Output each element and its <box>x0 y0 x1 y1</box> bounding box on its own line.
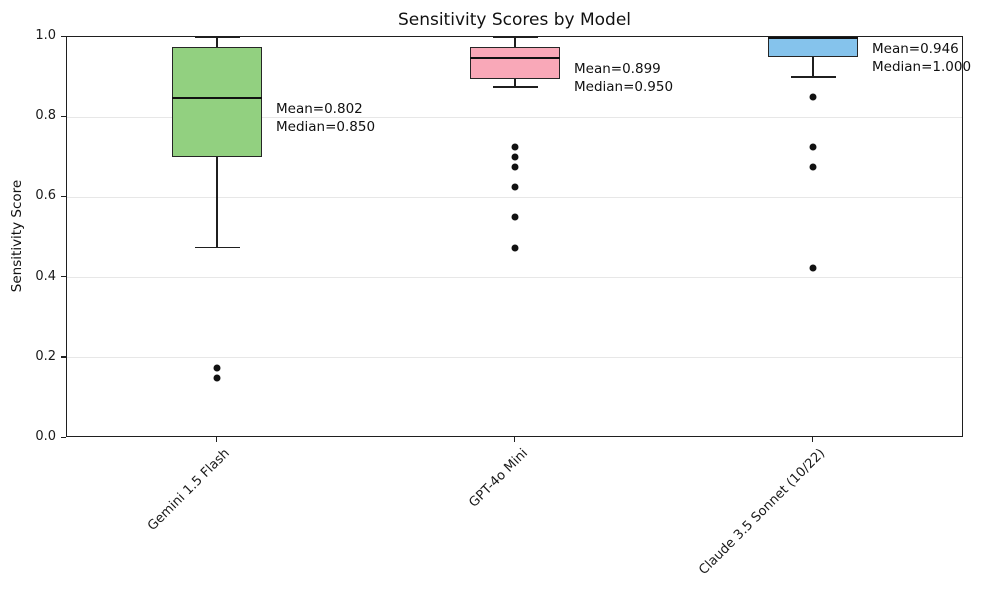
outlier-point <box>511 183 519 191</box>
y-tick-label: 1.0 <box>35 28 56 43</box>
y-tick-label: 0.4 <box>35 268 56 284</box>
gridline <box>67 116 962 118</box>
x-tick-label: GPT-4o Mini <box>465 446 531 511</box>
lower-whisker <box>514 79 516 88</box>
median-line <box>172 96 262 99</box>
y-tick-label: 0.2 <box>35 348 56 364</box>
annotation-line: Mean=0.899 <box>574 61 661 78</box>
y-tick-mark <box>61 276 66 278</box>
annotation-line: Median=1.000 <box>872 59 972 75</box>
gridline <box>67 357 962 359</box>
outlier-point <box>809 93 817 101</box>
y-tick-label: 0.8 <box>35 108 56 124</box>
y-tick-mark <box>61 356 66 358</box>
x-tick-label: Gemini 1.5 Flash <box>144 446 233 534</box>
iqr-box <box>172 47 262 158</box>
y-tick-mark <box>61 115 66 117</box>
annotation-line: Mean=0.946 <box>872 41 959 57</box>
outlier-point <box>511 153 519 161</box>
x-tick-label: Claude 3.5 Sonnet (10/22) <box>696 446 829 578</box>
iqr-box <box>768 37 858 58</box>
outlier-point <box>511 163 519 171</box>
upper-whisker-cap <box>194 36 240 38</box>
mean-median-annotation: Mean=0.946 Median=1.000 <box>872 40 971 76</box>
plot-area: Mean=0.802 Median=0.850 Mean=0.899 Median=0… <box>66 36 971 437</box>
lower-whisker-cap <box>194 246 240 249</box>
iqr-box <box>470 47 560 80</box>
y-tick-mark <box>61 195 66 198</box>
y-tick-label: 0.0 <box>35 429 56 444</box>
y-tick-label: 0.6 <box>35 188 56 204</box>
annotation-line: Median=0.950 <box>574 79 674 96</box>
outlier-point <box>809 143 817 151</box>
outlier-point <box>511 143 519 151</box>
outlier-point <box>809 264 817 272</box>
x-tick-mark <box>513 437 515 442</box>
chart-title: Sensitivity Scores by Model <box>397 10 632 30</box>
y-tick-mark <box>61 35 66 37</box>
mean-median-annotation: Mean=0.899 Median=0.950 <box>574 60 673 96</box>
annotation-line: Mean=0.802 <box>276 101 363 118</box>
y-tick-mark <box>61 436 66 438</box>
outlier-point <box>809 163 817 171</box>
outlier-point <box>213 364 221 372</box>
lower-whisker <box>812 57 814 78</box>
x-tick-mark <box>215 437 217 442</box>
outlier-point <box>511 213 519 221</box>
upper-whisker-cap <box>492 36 538 38</box>
median-line <box>470 56 560 59</box>
lower-whisker-cap <box>492 86 538 88</box>
upper-whisker <box>514 37 516 48</box>
outlier-point <box>213 374 221 382</box>
median-line <box>768 36 858 39</box>
outlier-point <box>511 244 519 252</box>
mean-median-annotation: Mean=0.802 Median=0.850 <box>276 100 375 136</box>
lower-whisker <box>216 157 218 248</box>
lower-whisker-cap <box>790 76 836 78</box>
annotation-line: Median=0.850 <box>276 119 376 136</box>
gridline <box>67 277 962 279</box>
x-tick-mark <box>811 437 813 442</box>
upper-whisker <box>216 37 218 48</box>
gridline <box>67 196 962 198</box>
